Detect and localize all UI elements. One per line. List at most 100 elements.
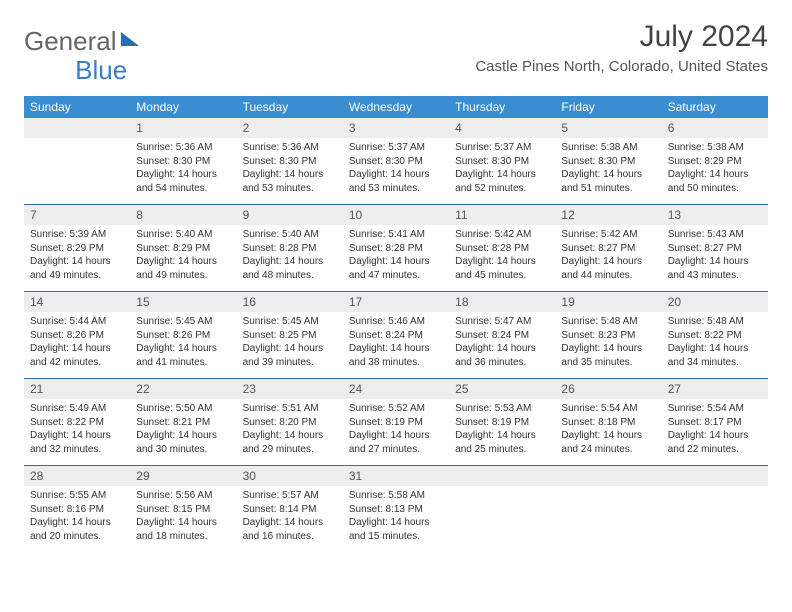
- day-detail-text: [449, 486, 555, 495]
- calendar-day-cell: 16Sunrise: 5:45 AM Sunset: 8:25 PM Dayli…: [237, 292, 343, 378]
- day-number: 8: [130, 205, 236, 225]
- calendar-week: 7Sunrise: 5:39 AM Sunset: 8:29 PM Daylig…: [24, 205, 768, 292]
- day-number: 17: [343, 292, 449, 312]
- day-number: [555, 466, 661, 486]
- day-detail-text: Sunrise: 5:40 AM Sunset: 8:28 PM Dayligh…: [237, 225, 343, 288]
- day-number: 25: [449, 379, 555, 399]
- day-detail-text: [662, 486, 768, 495]
- day-detail-text: Sunrise: 5:45 AM Sunset: 8:25 PM Dayligh…: [237, 312, 343, 375]
- calendar-week: 28Sunrise: 5:55 AM Sunset: 8:16 PM Dayli…: [24, 466, 768, 552]
- day-number: 20: [662, 292, 768, 312]
- calendar-day-cell: 28Sunrise: 5:55 AM Sunset: 8:16 PM Dayli…: [24, 466, 130, 552]
- calendar-day-cell: 8Sunrise: 5:40 AM Sunset: 8:29 PM Daylig…: [130, 205, 236, 291]
- day-number: 12: [555, 205, 661, 225]
- day-number: 19: [555, 292, 661, 312]
- month-title: July 2024: [475, 20, 768, 54]
- day-number: 11: [449, 205, 555, 225]
- calendar-day-cell: 29Sunrise: 5:56 AM Sunset: 8:15 PM Dayli…: [130, 466, 236, 552]
- day-detail-text: Sunrise: 5:38 AM Sunset: 8:29 PM Dayligh…: [662, 138, 768, 201]
- day-detail-text: Sunrise: 5:45 AM Sunset: 8:26 PM Dayligh…: [130, 312, 236, 375]
- calendar-day-cell: 3Sunrise: 5:37 AM Sunset: 8:30 PM Daylig…: [343, 118, 449, 204]
- calendar-day-cell: 4Sunrise: 5:37 AM Sunset: 8:30 PM Daylig…: [449, 118, 555, 204]
- calendar-day-cell: 13Sunrise: 5:43 AM Sunset: 8:27 PM Dayli…: [662, 205, 768, 291]
- brand-part1: General: [24, 26, 117, 57]
- day-number: 1: [130, 118, 236, 138]
- calendar-day-cell: 14Sunrise: 5:44 AM Sunset: 8:26 PM Dayli…: [24, 292, 130, 378]
- calendar-day-cell: 21Sunrise: 5:49 AM Sunset: 8:22 PM Dayli…: [24, 379, 130, 465]
- day-number: 7: [24, 205, 130, 225]
- day-detail-text: Sunrise: 5:58 AM Sunset: 8:13 PM Dayligh…: [343, 486, 449, 549]
- calendar-day-cell: 27Sunrise: 5:54 AM Sunset: 8:17 PM Dayli…: [662, 379, 768, 465]
- calendar-day-cell: 24Sunrise: 5:52 AM Sunset: 8:19 PM Dayli…: [343, 379, 449, 465]
- weekday-header: Tuesday: [237, 96, 343, 118]
- day-detail-text: Sunrise: 5:51 AM Sunset: 8:20 PM Dayligh…: [237, 399, 343, 462]
- day-detail-text: [555, 486, 661, 495]
- day-detail-text: Sunrise: 5:36 AM Sunset: 8:30 PM Dayligh…: [237, 138, 343, 201]
- day-detail-text: Sunrise: 5:53 AM Sunset: 8:19 PM Dayligh…: [449, 399, 555, 462]
- day-detail-text: Sunrise: 5:44 AM Sunset: 8:26 PM Dayligh…: [24, 312, 130, 375]
- day-number: 2: [237, 118, 343, 138]
- weekday-header: Wednesday: [343, 96, 449, 118]
- day-detail-text: Sunrise: 5:42 AM Sunset: 8:28 PM Dayligh…: [449, 225, 555, 288]
- day-detail-text: Sunrise: 5:37 AM Sunset: 8:30 PM Dayligh…: [449, 138, 555, 201]
- weekday-header: Sunday: [24, 96, 130, 118]
- day-detail-text: Sunrise: 5:36 AM Sunset: 8:30 PM Dayligh…: [130, 138, 236, 201]
- weekday-header-row: Sunday Monday Tuesday Wednesday Thursday…: [24, 96, 768, 118]
- calendar-day-cell: [555, 466, 661, 552]
- day-number: 23: [237, 379, 343, 399]
- calendar-week: 21Sunrise: 5:49 AM Sunset: 8:22 PM Dayli…: [24, 379, 768, 466]
- calendar-day-cell: 26Sunrise: 5:54 AM Sunset: 8:18 PM Dayli…: [555, 379, 661, 465]
- day-number: 18: [449, 292, 555, 312]
- calendar-day-cell: 6Sunrise: 5:38 AM Sunset: 8:29 PM Daylig…: [662, 118, 768, 204]
- calendar: Sunday Monday Tuesday Wednesday Thursday…: [24, 96, 768, 552]
- day-number: 27: [662, 379, 768, 399]
- calendar-day-cell: 22Sunrise: 5:50 AM Sunset: 8:21 PM Dayli…: [130, 379, 236, 465]
- day-detail-text: Sunrise: 5:37 AM Sunset: 8:30 PM Dayligh…: [343, 138, 449, 201]
- calendar-week: 1Sunrise: 5:36 AM Sunset: 8:30 PM Daylig…: [24, 118, 768, 205]
- calendar-day-cell: 20Sunrise: 5:48 AM Sunset: 8:22 PM Dayli…: [662, 292, 768, 378]
- day-detail-text: Sunrise: 5:42 AM Sunset: 8:27 PM Dayligh…: [555, 225, 661, 288]
- day-detail-text: Sunrise: 5:38 AM Sunset: 8:30 PM Dayligh…: [555, 138, 661, 201]
- day-detail-text: Sunrise: 5:57 AM Sunset: 8:14 PM Dayligh…: [237, 486, 343, 549]
- day-detail-text: Sunrise: 5:47 AM Sunset: 8:24 PM Dayligh…: [449, 312, 555, 375]
- day-number: 14: [24, 292, 130, 312]
- day-detail-text: Sunrise: 5:41 AM Sunset: 8:28 PM Dayligh…: [343, 225, 449, 288]
- brand-part2: Blue: [75, 55, 127, 85]
- calendar-day-cell: 18Sunrise: 5:47 AM Sunset: 8:24 PM Dayli…: [449, 292, 555, 378]
- day-detail-text: Sunrise: 5:54 AM Sunset: 8:18 PM Dayligh…: [555, 399, 661, 462]
- day-number: 31: [343, 466, 449, 486]
- calendar-day-cell: 11Sunrise: 5:42 AM Sunset: 8:28 PM Dayli…: [449, 205, 555, 291]
- day-detail-text: Sunrise: 5:54 AM Sunset: 8:17 PM Dayligh…: [662, 399, 768, 462]
- day-number: 30: [237, 466, 343, 486]
- day-number: 9: [237, 205, 343, 225]
- weeks-container: 1Sunrise: 5:36 AM Sunset: 8:30 PM Daylig…: [24, 118, 768, 552]
- day-detail-text: Sunrise: 5:43 AM Sunset: 8:27 PM Dayligh…: [662, 225, 768, 288]
- day-number: 10: [343, 205, 449, 225]
- calendar-day-cell: 19Sunrise: 5:48 AM Sunset: 8:23 PM Dayli…: [555, 292, 661, 378]
- calendar-day-cell: 9Sunrise: 5:40 AM Sunset: 8:28 PM Daylig…: [237, 205, 343, 291]
- location-text: Castle Pines North, Colorado, United Sta…: [475, 58, 768, 75]
- day-number: 16: [237, 292, 343, 312]
- day-detail-text: Sunrise: 5:55 AM Sunset: 8:16 PM Dayligh…: [24, 486, 130, 549]
- day-number: 21: [24, 379, 130, 399]
- day-number: 15: [130, 292, 236, 312]
- calendar-day-cell: [24, 118, 130, 204]
- day-number: [449, 466, 555, 486]
- day-detail-text: Sunrise: 5:56 AM Sunset: 8:15 PM Dayligh…: [130, 486, 236, 549]
- calendar-day-cell: 12Sunrise: 5:42 AM Sunset: 8:27 PM Dayli…: [555, 205, 661, 291]
- calendar-day-cell: 1Sunrise: 5:36 AM Sunset: 8:30 PM Daylig…: [130, 118, 236, 204]
- day-detail-text: [24, 138, 130, 147]
- day-number: 4: [449, 118, 555, 138]
- brand-logo: General: [24, 26, 141, 57]
- day-detail-text: Sunrise: 5:49 AM Sunset: 8:22 PM Dayligh…: [24, 399, 130, 462]
- day-detail-text: Sunrise: 5:48 AM Sunset: 8:23 PM Dayligh…: [555, 312, 661, 375]
- calendar-day-cell: 30Sunrise: 5:57 AM Sunset: 8:14 PM Dayli…: [237, 466, 343, 552]
- weekday-header: Monday: [130, 96, 236, 118]
- day-number: 22: [130, 379, 236, 399]
- calendar-day-cell: 10Sunrise: 5:41 AM Sunset: 8:28 PM Dayli…: [343, 205, 449, 291]
- day-detail-text: Sunrise: 5:48 AM Sunset: 8:22 PM Dayligh…: [662, 312, 768, 375]
- calendar-day-cell: 17Sunrise: 5:46 AM Sunset: 8:24 PM Dayli…: [343, 292, 449, 378]
- day-number: 3: [343, 118, 449, 138]
- day-detail-text: Sunrise: 5:46 AM Sunset: 8:24 PM Dayligh…: [343, 312, 449, 375]
- day-detail-text: Sunrise: 5:40 AM Sunset: 8:29 PM Dayligh…: [130, 225, 236, 288]
